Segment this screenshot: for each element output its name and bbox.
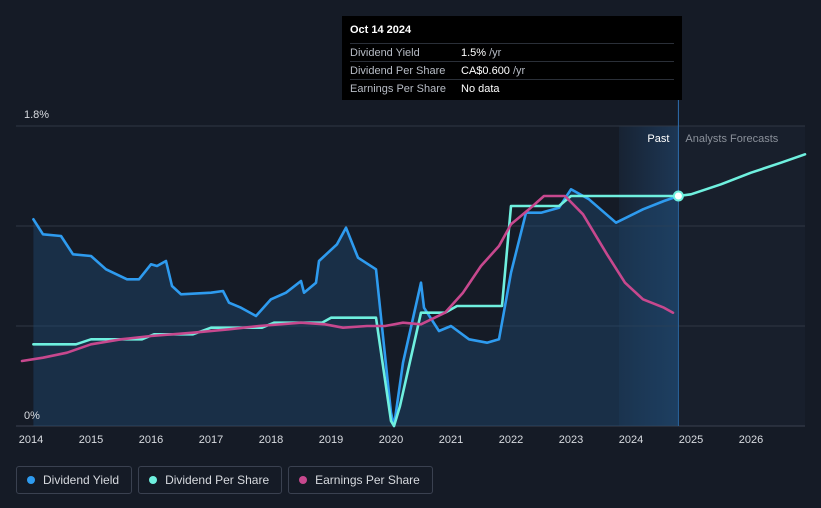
tooltip-value: 1.5% xyxy=(461,46,487,59)
x-tick-label: 2016 xyxy=(139,434,163,446)
hover-tooltip: Oct 14 2024 Dividend Yield 1.5% /yr Divi… xyxy=(342,16,682,100)
x-tick-label: 2024 xyxy=(619,434,643,446)
chart-legend: Dividend Yield Dividend Per Share Earnin… xyxy=(16,466,433,494)
legend-item-dividend-yield[interactable]: Dividend Yield xyxy=(16,466,133,494)
legend-dot-icon xyxy=(149,476,158,484)
tooltip-label: Dividend Yield xyxy=(350,46,420,59)
x-tick-label: 2022 xyxy=(499,434,523,446)
y-tick-label: 1.8% xyxy=(24,109,49,121)
x-tick-label: 2019 xyxy=(319,434,343,446)
tooltip-marker xyxy=(672,190,684,202)
x-tick-label: 2017 xyxy=(199,434,223,446)
legend-item-earnings-per-share[interactable]: Earnings Per Share xyxy=(288,466,433,494)
x-tick-label: 2021 xyxy=(439,434,463,446)
x-tick-label: 2020 xyxy=(379,434,403,446)
past-label: Past xyxy=(647,133,669,145)
earnings-per-share-line xyxy=(20,194,675,363)
tooltip-row-dividend-yield: Dividend Yield 1.5% /yr xyxy=(350,43,674,61)
x-tick-label: 2025 xyxy=(679,434,703,446)
tooltip-unit: /yr xyxy=(489,46,502,59)
x-tick-label: 2018 xyxy=(259,434,283,446)
tooltip-row-dividend-per-share: Dividend Per Share CA$0.600 /yr xyxy=(350,61,674,79)
y-tick-label: 0% xyxy=(24,410,40,422)
past-highlight-band xyxy=(619,126,679,426)
tooltip-value: No data xyxy=(461,82,500,95)
tooltip-unit: /yr xyxy=(512,64,526,77)
forecast-label: Analysts Forecasts xyxy=(685,133,778,145)
tooltip-label: Dividend Per Share xyxy=(350,64,446,77)
dividend-yield-area xyxy=(33,189,679,426)
legend-dot-icon xyxy=(299,476,308,484)
legend-label: Earnings Per Share xyxy=(315,473,420,487)
legend-item-dividend-per-share[interactable]: Dividend Per Share xyxy=(138,466,283,494)
tooltip-date: Oct 14 2024 xyxy=(350,24,412,36)
x-tick-label: 2014 xyxy=(19,434,43,446)
tooltip-label: Earnings Per Share xyxy=(350,82,446,95)
legend-label: Dividend Per Share xyxy=(165,473,270,487)
x-tick-label: 2023 xyxy=(559,434,583,446)
dividend-yield-line xyxy=(32,188,680,428)
x-tick-label: 2026 xyxy=(739,434,763,446)
x-tick-label: 2015 xyxy=(79,434,103,446)
legend-label: Dividend Yield xyxy=(43,473,120,487)
forecast-region xyxy=(678,126,805,426)
legend-dot-icon xyxy=(27,476,35,484)
tooltip-row-earnings-per-share: Earnings Per Share No data xyxy=(350,79,674,97)
tooltip-value: CA$0.600 xyxy=(461,64,510,77)
